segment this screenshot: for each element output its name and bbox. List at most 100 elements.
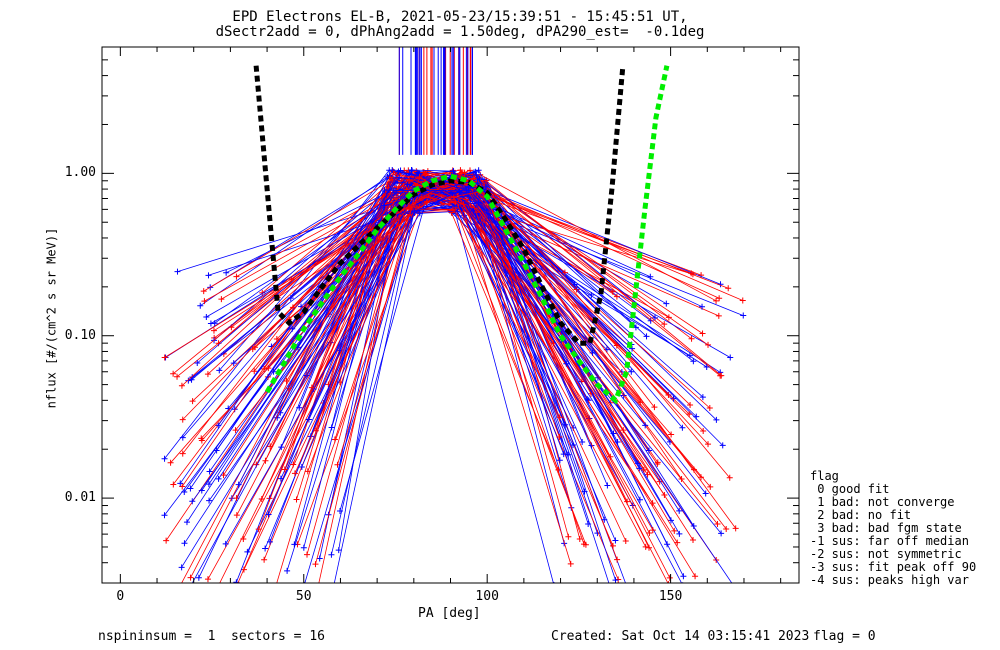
- trace-point: [198, 437, 205, 444]
- trace-point: [702, 490, 709, 497]
- axis-ticks: [102, 46, 799, 584]
- trace-point: [676, 530, 683, 537]
- trace-point: [187, 485, 194, 492]
- trace-point: [561, 269, 568, 276]
- trace-point: [273, 335, 280, 342]
- trace-point: [304, 551, 311, 558]
- trace-point: [589, 349, 596, 356]
- trace-point: [687, 401, 694, 408]
- trace-point: [476, 175, 483, 182]
- trace-line: [179, 186, 616, 581]
- trace-point: [259, 289, 266, 296]
- trace-point: [690, 522, 697, 529]
- trace-line: [304, 182, 598, 583]
- trace-point: [716, 295, 723, 302]
- trace-point: [474, 180, 481, 187]
- footer-flag: flag = 0: [813, 629, 876, 644]
- trace-point: [567, 560, 574, 567]
- trace-point: [396, 174, 403, 181]
- trace-point: [726, 474, 733, 481]
- trace-point: [170, 370, 177, 377]
- trace-point: [613, 293, 620, 300]
- trace-point: [463, 187, 470, 194]
- trace-point: [625, 582, 627, 583]
- trace-line: [208, 173, 633, 485]
- trace-point: [563, 360, 570, 367]
- trace-line: [252, 191, 695, 470]
- trace-point: [262, 545, 269, 552]
- trace-point: [233, 273, 240, 280]
- trace-point: [179, 434, 186, 441]
- legend-entry: -4 sus: peaks high var: [810, 573, 969, 587]
- trace-point: [718, 530, 725, 537]
- trace-point: [255, 526, 262, 533]
- trace-point: [646, 530, 653, 537]
- trace-point: [686, 352, 693, 359]
- trace-point: [585, 397, 592, 404]
- trace-point: [161, 354, 168, 361]
- trace-point: [218, 296, 225, 303]
- trace-point: [177, 480, 184, 487]
- trace-point: [261, 556, 268, 563]
- trace-point: [686, 411, 693, 418]
- trace-point: [312, 561, 319, 568]
- trace-point: [189, 374, 196, 381]
- trace-point: [692, 573, 699, 580]
- trace-point: [328, 551, 335, 558]
- trace-point: [610, 430, 617, 437]
- trace-point: [304, 468, 311, 475]
- trace-point: [649, 500, 656, 507]
- trace-point: [449, 206, 456, 213]
- trace-line: [181, 173, 572, 564]
- trace-point: [607, 453, 614, 460]
- trace-point: [232, 427, 239, 434]
- trace-point: [291, 470, 298, 477]
- trace-point: [628, 368, 635, 375]
- trace-point: [612, 537, 619, 544]
- trace-point: [646, 544, 653, 551]
- trace-line: [306, 191, 565, 544]
- trace-point: [713, 297, 720, 304]
- trace-point: [705, 341, 712, 348]
- trace-point: [187, 574, 194, 581]
- x-tick-label: 50: [295, 589, 312, 604]
- trace-point: [222, 540, 229, 547]
- trace-point: [174, 268, 181, 275]
- trace-point: [450, 194, 457, 201]
- trace-point: [668, 431, 675, 438]
- trace-point: [267, 443, 274, 450]
- trace-point: [216, 367, 223, 374]
- trace-point: [194, 359, 201, 366]
- y-tick-label: 1.00: [64, 165, 96, 181]
- trace-point: [614, 439, 621, 446]
- trace-point: [416, 210, 423, 217]
- trace-point: [205, 481, 212, 488]
- trace-point: [556, 457, 563, 464]
- trace-point: [699, 394, 706, 401]
- trace-line: [339, 191, 566, 512]
- trace-point: [732, 525, 739, 532]
- footer-created: Created: Sat Oct 14 03:15:41 2023: [551, 629, 810, 644]
- legend-entry: -2 sus: not symmetric: [810, 547, 962, 561]
- trace-point: [329, 589, 335, 595]
- trace-point: [244, 548, 251, 555]
- trace-point: [715, 312, 722, 319]
- trace-point: [314, 589, 320, 595]
- trace-line: [172, 177, 731, 485]
- trace-point: [661, 491, 668, 498]
- trace-point: [629, 345, 636, 352]
- trace-point: [189, 398, 196, 405]
- trace-point: [740, 312, 747, 319]
- trace-point: [615, 576, 622, 583]
- trace-point: [688, 335, 695, 342]
- trace-point: [690, 537, 697, 544]
- trace-point: [463, 196, 470, 203]
- trace-point: [604, 482, 611, 489]
- y-tick-label: 0.10: [64, 327, 96, 343]
- trace-point: [556, 414, 563, 421]
- trace-point: [418, 195, 425, 202]
- trace-point: [663, 300, 670, 307]
- trace-point: [550, 340, 557, 347]
- chart-title: EPD Electrons EL-B, 2021-05-23/15:39:51 …: [232, 9, 688, 25]
- legend-entry: -3 sus: fit peak off 90: [810, 560, 977, 574]
